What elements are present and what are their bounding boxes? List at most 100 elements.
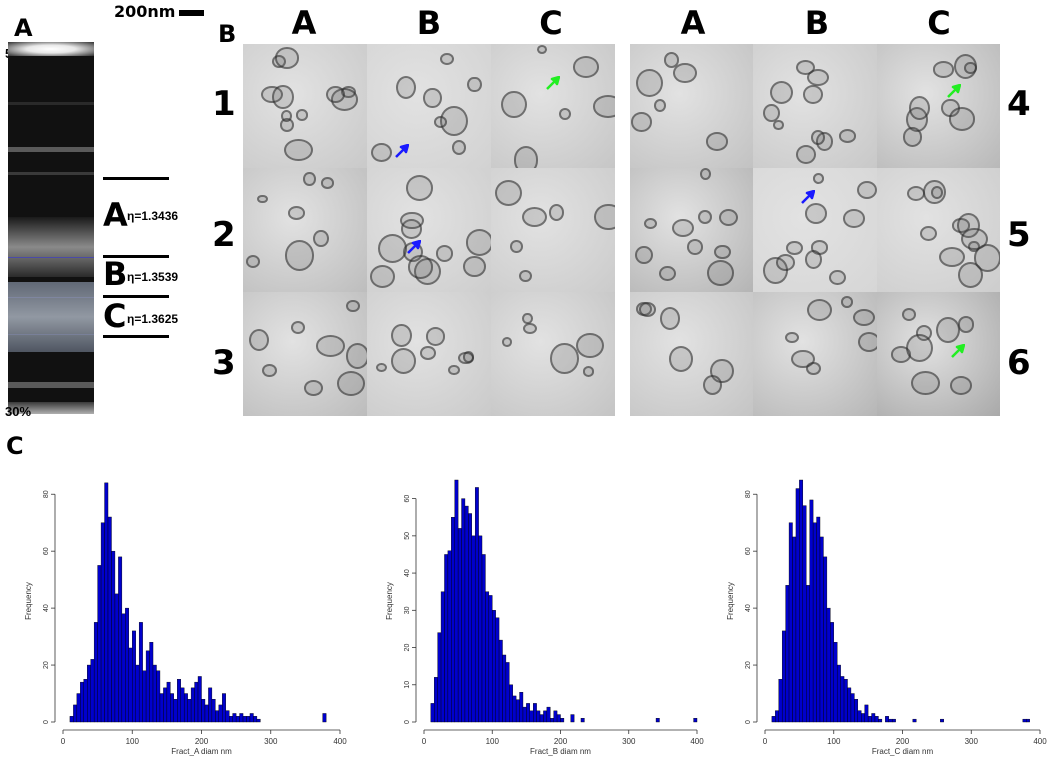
x-tick-label: 300 [965,737,979,746]
vesicle [548,204,564,221]
vesicle [320,177,335,189]
histogram-bar [437,632,442,723]
tem-micrograph-tile [753,168,877,292]
fraction-c-eta: η=1.3625 [127,312,179,326]
histogram-bar [451,517,455,723]
vesicle [931,186,944,199]
vesicle [408,255,433,279]
histogram-bar [522,706,527,723]
vesicle [510,240,523,254]
x-tick-label: 300 [622,737,636,746]
histogram-bar [93,622,98,723]
fraction-c-letter: C [103,297,127,335]
vesicle [400,211,424,230]
fraction-divider [103,295,169,298]
histogram-bar [149,642,154,723]
vesicle [451,140,467,156]
vesicle [291,321,306,335]
vesicle [936,316,961,344]
row-number-4: 4 [1007,84,1031,124]
histogram-bar [180,687,185,723]
vesicle [375,362,387,372]
histogram-bar [111,550,116,723]
y-tick-label: 20 [745,661,752,669]
histogram-bar [502,654,507,723]
tem-micrograph-tile [876,168,1000,292]
histogram-bar [239,713,244,723]
vesicle [802,84,824,104]
panel-a-label: A [14,14,33,42]
x-tick-label: 100 [126,737,140,746]
vesicle [550,343,579,375]
y-tick-label: 80 [745,490,752,498]
vesicle [377,233,407,263]
vesicle [964,62,977,75]
vesicle [406,175,434,202]
histogram-bar [228,716,233,723]
vesicle [702,374,722,395]
vesicle [932,61,955,78]
vesicle [287,206,305,220]
histogram-bar [128,647,133,723]
fraction-divider [103,335,169,338]
vesicle [467,76,482,93]
vesicle [435,245,453,262]
histogram-bar [90,659,95,723]
tem-micrograph-grid-left [243,44,615,416]
histogram-bar [871,713,876,723]
fraction-a-letter: A [103,196,128,234]
vesicle [949,376,973,396]
histogram-bar [1026,718,1030,723]
tem-micrograph-tile [243,44,367,168]
histogram-bar [850,693,855,723]
histogram-bar [454,479,459,723]
vesicle [705,132,728,151]
fraction-divider [103,255,169,258]
histogram-bar [197,676,202,723]
histogram-bar [204,704,209,723]
y-tick-label: 80 [43,490,50,498]
x-tick-label: 0 [61,737,66,746]
vesicle [785,331,800,343]
vesicle [420,346,436,361]
y-tick-label: 50 [404,532,411,540]
histogram-bar [253,716,258,723]
vesicle [773,119,784,130]
histogram-bar [550,718,554,723]
tem-micrograph-tile [243,168,367,292]
histogram-bar [861,713,865,723]
histogram-bar [145,650,150,723]
histogram-bar [464,505,469,723]
vesicle [390,348,416,374]
histogram-bar [857,710,862,723]
fraction-a-eta: η=1.3436 [127,209,179,223]
vesicle [763,103,781,123]
histogram-bar [570,714,575,723]
histogram-bar [104,482,109,723]
histogram-bar [187,699,192,723]
histogram-bar [515,699,520,723]
vesicle [906,333,934,362]
histogram-bar [163,687,168,723]
vesicle [636,69,663,98]
x-tick-label: 400 [1033,737,1047,746]
vesicle [631,112,653,132]
vesicle [638,302,656,318]
histogram-bar [173,699,178,723]
histogram-bar [471,535,476,723]
histogram-bar [478,535,483,723]
histogram-bar [222,693,226,723]
histogram-bar [533,703,537,723]
vesicle [433,116,448,129]
vesicle [537,45,548,55]
vesicle [668,346,694,373]
vesicle [840,296,854,309]
histogram-bar [543,710,548,723]
vesicle [659,266,677,282]
green-arrow-icon [546,76,560,90]
histogram-bar [474,487,479,723]
histogram-bar [826,607,831,723]
x-tick-label: 200 [554,737,568,746]
vesicle [806,299,833,322]
fraction-divider [103,177,169,180]
